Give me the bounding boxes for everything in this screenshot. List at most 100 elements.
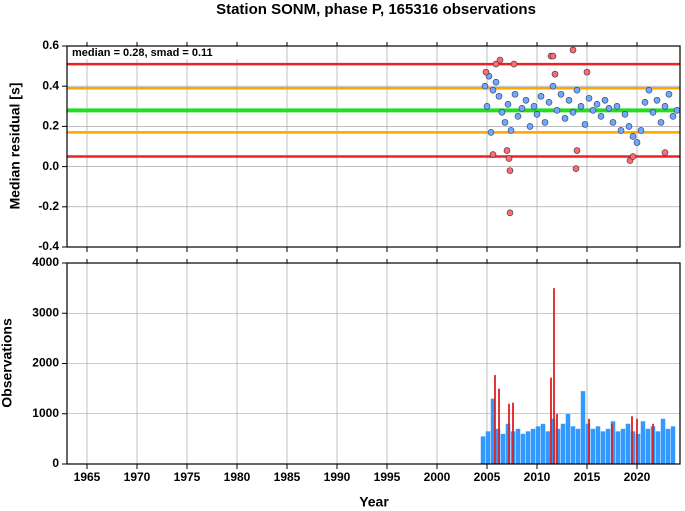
bar (635, 433, 641, 464)
bar (585, 423, 591, 464)
x-tick-label: 1985 (274, 470, 301, 484)
bar (570, 426, 576, 464)
bar (588, 418, 590, 464)
bar (495, 428, 501, 464)
bar (490, 398, 496, 464)
data-point (572, 165, 580, 172)
bar (565, 413, 571, 464)
bar (498, 388, 500, 464)
bar (485, 431, 491, 464)
data-point (569, 109, 577, 116)
data-point (549, 82, 557, 90)
y-tick-label: 4000 (32, 255, 59, 269)
y-tick-label: 0 (52, 456, 59, 470)
data-point (511, 90, 519, 98)
data-point (573, 147, 581, 154)
bar (615, 431, 621, 464)
bar (553, 288, 555, 464)
bar (665, 428, 671, 464)
y-axis-label: Observations (0, 318, 15, 408)
data-point (549, 52, 557, 60)
data-point (501, 119, 509, 126)
plots: -0.4 -0.2 0.0 0.2 0.4 0.6 1965 1970 1975 1980 1985… (32, 38, 681, 484)
data-point (661, 149, 669, 156)
data-point (489, 86, 497, 94)
annotation: median = 0.28, smad = 0.11 (72, 47, 213, 59)
x-axis-label: Year (359, 494, 389, 510)
data-point (585, 94, 593, 102)
data-point (506, 167, 514, 174)
x-tick-label: 1990 (324, 470, 351, 484)
data-point (583, 68, 591, 76)
bar (590, 428, 596, 464)
data-point (489, 151, 497, 158)
data-point (669, 113, 677, 120)
bar (636, 418, 638, 464)
data-point (569, 46, 577, 54)
y-tick-label: 0.2 (42, 119, 59, 133)
bar (655, 431, 661, 464)
x-tick-label: 2020 (624, 470, 651, 484)
bar (610, 421, 616, 464)
bar (505, 423, 511, 464)
bar (640, 421, 646, 464)
data-point (625, 123, 633, 130)
bar (556, 413, 558, 464)
data-point (510, 60, 518, 68)
x-tick-label: 1980 (224, 470, 251, 484)
x-tick-label: 2000 (424, 470, 451, 484)
bar (645, 428, 651, 464)
bar (512, 402, 514, 464)
data-point (537, 92, 545, 100)
data-point (545, 98, 553, 106)
data-point (541, 119, 549, 126)
bar (515, 428, 521, 464)
data-point (495, 92, 503, 100)
data-point (581, 121, 589, 128)
y-axis-label: Median residual [s] (7, 83, 23, 210)
y-tick-label: 0.4 (42, 78, 59, 92)
data-point (492, 60, 500, 68)
data-point (533, 111, 541, 118)
bar (625, 423, 631, 464)
plot-frame (66, 262, 681, 465)
data-point (657, 119, 665, 126)
data-point (518, 105, 526, 112)
bar (560, 423, 566, 464)
bar (660, 418, 666, 464)
data-point (621, 111, 629, 118)
data-point (665, 90, 673, 98)
data-point (503, 147, 511, 154)
data-point (597, 113, 605, 120)
data-point (605, 105, 613, 112)
bar (550, 418, 556, 464)
data-point (629, 153, 637, 160)
bar (535, 426, 541, 464)
data-point (633, 139, 641, 146)
y-tick-label: 2000 (32, 356, 59, 370)
x-tick-label: 1970 (124, 470, 151, 484)
data-point (483, 103, 491, 110)
data-point (661, 103, 669, 110)
y-tick-label: -0.4 (38, 239, 59, 253)
bar (555, 428, 561, 464)
bar (595, 426, 601, 464)
data-point (487, 129, 495, 136)
y-tick-label: 1000 (32, 406, 59, 420)
data-point (530, 103, 538, 110)
data-point (496, 56, 504, 64)
bar (575, 428, 581, 464)
data-point (637, 127, 645, 134)
bar (630, 431, 636, 464)
bar (605, 428, 611, 464)
bar (600, 431, 606, 464)
bar (494, 375, 496, 464)
x-tick-label: 2015 (574, 470, 601, 484)
y-tick-label: 3000 (32, 305, 59, 319)
data-point (577, 103, 585, 110)
data-point (589, 107, 597, 114)
annotation-box (70, 47, 260, 59)
x-tick-label: 1975 (174, 470, 201, 484)
data-point (553, 107, 561, 114)
